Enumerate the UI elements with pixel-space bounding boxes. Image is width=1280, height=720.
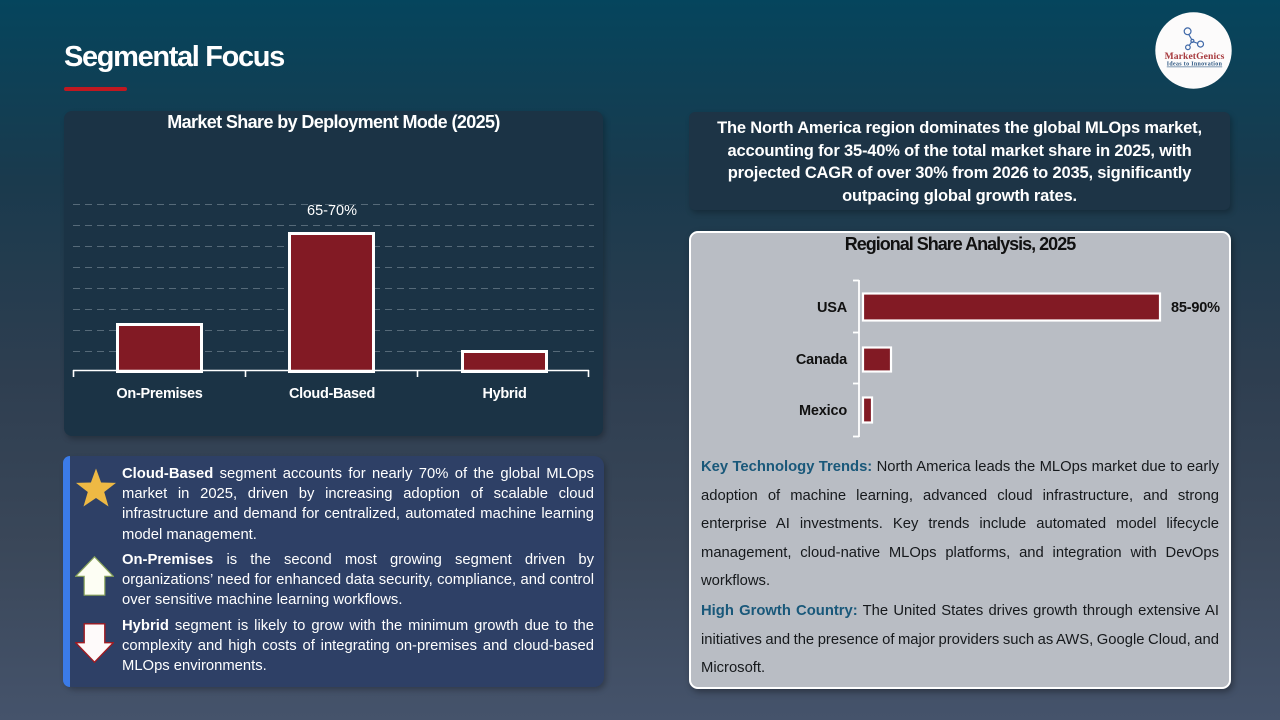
- svg-text:On-Premises: On-Premises: [116, 386, 202, 402]
- svg-text:USA: USA: [817, 300, 848, 316]
- svg-text:MarketGenics: MarketGenics: [1165, 51, 1225, 62]
- svg-text:Canada: Canada: [796, 352, 848, 368]
- svg-text:Cloud-Based: Cloud-Based: [289, 386, 375, 402]
- svg-text:Mexico: Mexico: [799, 403, 847, 419]
- svg-text:Ideas to Innovation: Ideas to Innovation: [1167, 62, 1223, 68]
- svg-text:Hybrid: Hybrid: [482, 386, 526, 402]
- svg-text:65-70%: 65-70%: [307, 203, 357, 219]
- svg-text:85-90%: 85-90%: [1171, 300, 1220, 316]
